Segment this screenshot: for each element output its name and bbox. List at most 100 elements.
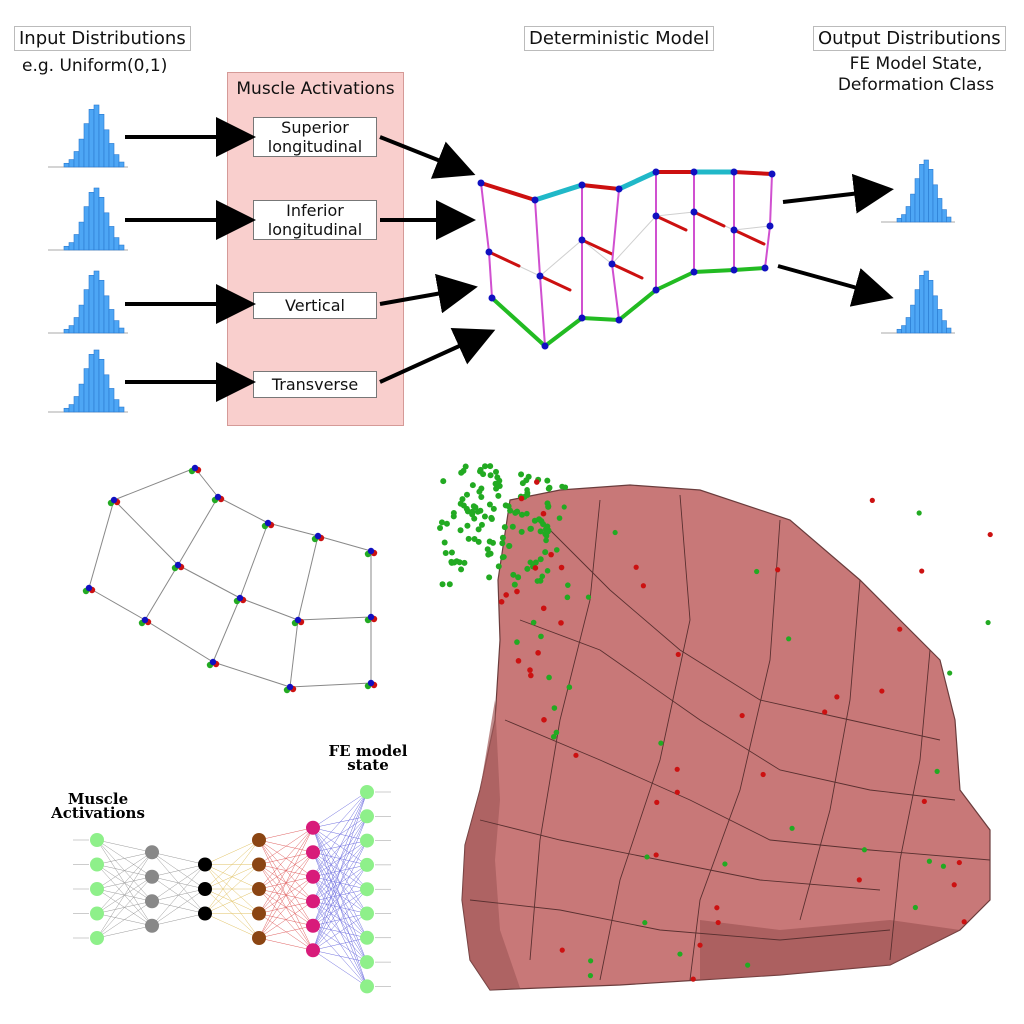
fe-point — [478, 521, 485, 528]
fe-point — [697, 942, 703, 948]
plot-point — [286, 683, 294, 691]
arrow — [379, 273, 478, 314]
fe-point — [961, 919, 967, 925]
histogram-bar — [118, 406, 125, 413]
lattice-fibre — [490, 296, 547, 348]
fe-point — [912, 904, 918, 911]
nn-edge — [312, 937, 368, 951]
fe-point — [506, 542, 513, 549]
histogram-bar — [103, 129, 110, 168]
histogram-bar — [923, 159, 929, 223]
plot-point — [236, 594, 244, 602]
lattice-node — [608, 260, 616, 268]
nn-edge — [258, 925, 314, 939]
nn-edge — [204, 888, 260, 914]
plot-edge — [88, 587, 146, 621]
histogram-bar — [83, 289, 90, 334]
lattice-node — [652, 168, 660, 176]
lattice-fibre — [610, 262, 644, 280]
nn-edge — [312, 913, 368, 951]
fe-point — [527, 559, 534, 566]
fe-point — [437, 524, 444, 531]
fe-point — [544, 477, 551, 484]
nn-neuron — [198, 857, 212, 872]
nn-edge — [96, 839, 153, 853]
fe-point — [487, 550, 494, 557]
lattice-fibre — [732, 228, 766, 246]
plot-point — [314, 532, 322, 540]
fe-point — [786, 636, 792, 642]
histogram-bar — [78, 304, 85, 334]
fe-point — [542, 549, 549, 556]
arrow — [782, 173, 894, 214]
fe-point — [546, 674, 552, 681]
nn-neuron — [252, 857, 266, 872]
nn-edge — [258, 827, 314, 865]
histogram-bar — [63, 328, 70, 334]
lattice-node — [488, 294, 496, 302]
fe-point — [985, 619, 991, 626]
lattice-fibre — [543, 316, 584, 348]
histogram-bar — [63, 407, 70, 413]
histogram-bar — [113, 154, 120, 168]
fe-point — [715, 919, 721, 926]
fe-mesh-line — [799, 579, 861, 921]
fe-mesh-line — [689, 519, 781, 981]
muscle-activations-panel: Muscle Activations Superior longitudinal… — [227, 72, 404, 426]
histogram-bar — [88, 354, 95, 413]
fe-point — [515, 574, 522, 581]
fe-point — [921, 798, 927, 805]
muscle-activations-title: Muscle Activations — [236, 79, 395, 99]
histogram-bar — [928, 279, 934, 334]
nn-edge — [151, 913, 206, 926]
fe-point — [545, 485, 552, 492]
histogram-bar — [68, 404, 75, 413]
plot-point — [141, 616, 149, 624]
lattice-node — [730, 168, 738, 176]
fe-point — [446, 581, 453, 588]
lattice-fibre — [733, 225, 771, 231]
fe-point — [486, 501, 493, 508]
fe-point — [653, 852, 659, 858]
fe-point — [495, 492, 502, 499]
fe-mesh-line — [469, 899, 891, 941]
nn-edge — [258, 827, 314, 841]
fe-point — [448, 549, 455, 556]
muscle-label: Transverse — [271, 375, 359, 394]
model-arrows — [379, 135, 496, 384]
nn-neuron — [306, 869, 320, 884]
histogram-bar — [108, 143, 115, 168]
nn-edge — [312, 889, 368, 951]
nn-input-label-1: Muscle — [68, 790, 128, 808]
plot-point — [214, 493, 222, 501]
nn-neuron — [145, 894, 159, 909]
nn-neuron — [90, 931, 104, 945]
histogram-bar — [113, 237, 120, 251]
lattice-node — [761, 264, 769, 272]
lattice-fibre — [534, 199, 541, 277]
fe-point — [674, 789, 680, 795]
lattice-fibre — [692, 268, 736, 274]
fe-mesh-line — [504, 719, 991, 861]
fe-point — [869, 497, 875, 503]
nn-neuron — [252, 906, 266, 921]
plot-edge — [177, 496, 219, 566]
fe-point — [518, 511, 525, 518]
lattice-fibre — [616, 169, 659, 192]
histogram-bar — [68, 242, 75, 251]
fe-point — [492, 468, 499, 475]
fe-point — [471, 535, 478, 542]
nn-neuron — [360, 833, 374, 848]
fe-point — [558, 620, 564, 626]
lattice-fibre — [654, 214, 688, 232]
fe-point — [548, 551, 554, 558]
fe-point — [559, 947, 565, 953]
nn-edge — [96, 852, 153, 939]
histogram-bar — [118, 244, 125, 251]
lattice-fibre — [654, 270, 696, 292]
fe-point — [775, 567, 781, 573]
lattice-fibre — [611, 215, 657, 265]
nn-neuron — [360, 979, 374, 994]
plot-edge — [177, 564, 241, 599]
fe-point — [644, 854, 650, 860]
